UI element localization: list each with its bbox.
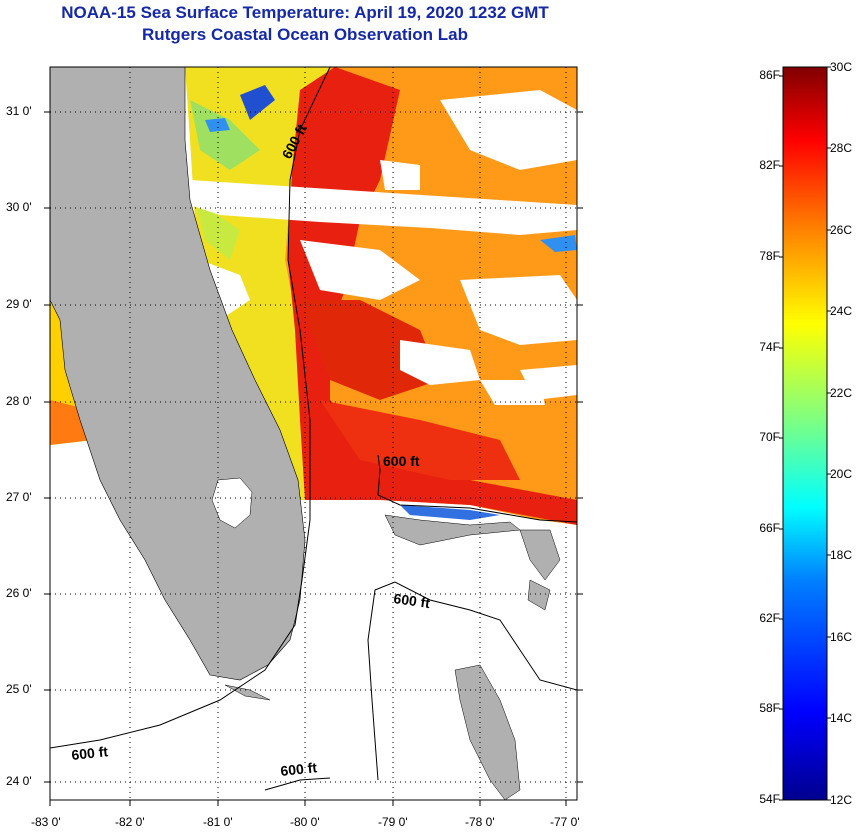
colorbar-label-celsius: 30C bbox=[830, 60, 853, 74]
colorbar-label-celsius: 14C bbox=[830, 711, 853, 725]
latitude-label: 30 0' bbox=[6, 200, 32, 214]
colorbar-label-celsius: 28C bbox=[830, 141, 853, 155]
longitude-label: -79 0' bbox=[378, 815, 408, 829]
colorbar-label-celsius: 18C bbox=[830, 548, 853, 562]
colorbar-label-fahrenheit: 62F bbox=[759, 611, 780, 625]
lake-okeechobee bbox=[211, 477, 253, 529]
contour-label: 600 ft bbox=[383, 453, 420, 469]
contour-label: 600 ft bbox=[71, 743, 109, 763]
colorbar-label-fahrenheit: 70F bbox=[759, 430, 780, 444]
longitude-label: -82 0' bbox=[115, 815, 145, 829]
colorbar bbox=[782, 66, 828, 801]
colorbar-label-celsius: 22C bbox=[830, 386, 853, 400]
colorbar-label-fahrenheit: 82F bbox=[759, 158, 780, 172]
map-border bbox=[49, 66, 578, 801]
contour-600ft-little-bahama-bank bbox=[377, 454, 577, 523]
latitude-label: 24 0' bbox=[6, 774, 32, 788]
contour-600ft-south bbox=[264, 777, 331, 791]
latitude-label: 29 0' bbox=[6, 297, 32, 311]
colorbar-ticks bbox=[779, 66, 831, 801]
colorbar-label-fahrenheit: 74F bbox=[759, 340, 780, 354]
contour-label: 600 ft bbox=[393, 590, 432, 611]
contour-600ft-great-bahama-bank bbox=[367, 581, 577, 781]
andros-island bbox=[454, 664, 521, 800]
latitude-label: 27 0' bbox=[6, 490, 32, 504]
longitude-label: -81 0' bbox=[203, 815, 233, 829]
map-subtitle: Rutgers Coastal Ocean Observation Lab bbox=[142, 25, 468, 44]
florida-landmass bbox=[50, 67, 306, 681]
colorbar-label-celsius: 26C bbox=[830, 223, 853, 237]
colorbar-label-fahrenheit: 86F bbox=[759, 68, 780, 82]
contour-label: 600 ft bbox=[280, 759, 318, 779]
abaco-island bbox=[519, 529, 561, 581]
longitude-label: -77 0' bbox=[550, 815, 580, 829]
gulf-stream-core bbox=[288, 67, 577, 525]
colorbar-label-fahrenheit: 78F bbox=[759, 249, 780, 263]
longitude-label: -78 0' bbox=[465, 815, 495, 829]
latitude-label: 31 0' bbox=[6, 104, 32, 118]
colorbar-label-celsius: 20C bbox=[830, 467, 853, 481]
latitude-label: 28 0' bbox=[6, 394, 32, 408]
colorbar-label-celsius: 24C bbox=[830, 304, 853, 318]
longitude-label: -80 0' bbox=[290, 815, 320, 829]
colorbar-label-fahrenheit: 66F bbox=[759, 521, 780, 535]
colorbar-label-celsius: 16C bbox=[830, 630, 853, 644]
map-title: NOAA-15 Sea Surface Temperature: April 1… bbox=[61, 3, 549, 22]
latitude-label: 25 0' bbox=[6, 682, 32, 696]
cloud-band bbox=[190, 180, 577, 235]
graticule bbox=[50, 67, 577, 800]
contour-600ft-florida-shelf bbox=[50, 67, 331, 749]
colorbar-label-fahrenheit: 58F bbox=[759, 701, 780, 715]
longitude-label: -83 0' bbox=[31, 815, 61, 829]
nearshore-sst-band bbox=[185, 67, 330, 500]
latitude-label: 26 0' bbox=[6, 586, 32, 600]
axis-ticks bbox=[44, 111, 583, 806]
sst-field: 600 ft 600 ft 600 ft 600 ft 600 ft bbox=[50, 67, 577, 800]
colorbar-label-celsius: 12C bbox=[830, 793, 853, 807]
colorbar-label-fahrenheit: 54F bbox=[759, 792, 780, 806]
